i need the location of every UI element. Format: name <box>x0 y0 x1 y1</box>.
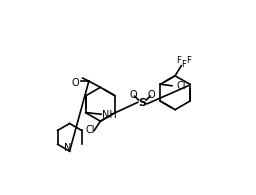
Text: F: F <box>181 60 186 69</box>
Text: N: N <box>63 143 71 153</box>
Text: S: S <box>138 98 146 108</box>
Text: O: O <box>148 90 155 100</box>
Text: NH: NH <box>102 110 117 120</box>
Text: F: F <box>186 56 191 65</box>
Text: F: F <box>176 56 182 65</box>
Text: Cl: Cl <box>177 81 186 91</box>
Text: O: O <box>129 90 137 100</box>
Text: Cl: Cl <box>86 125 95 135</box>
Text: O: O <box>72 78 80 88</box>
